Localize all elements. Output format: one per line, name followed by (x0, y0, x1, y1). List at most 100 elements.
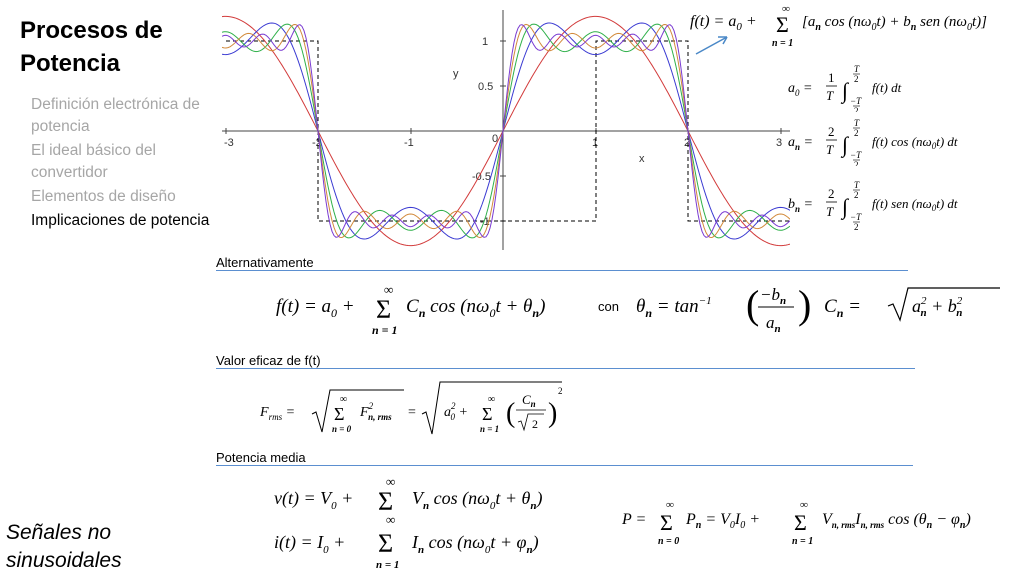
svg-text:∞: ∞ (340, 394, 347, 405)
potencia-media-divider (216, 465, 913, 466)
nav-item-elementos[interactable]: Elementos de diseño (31, 188, 176, 205)
average-power-formula: P = ∞ Σ n = 0 Pn = V0I0 + ∞ Σ n = 1 Vn, … (621, 499, 971, 547)
svg-text:Σ: Σ (376, 295, 391, 324)
svg-text:∫: ∫ (840, 194, 850, 220)
svg-text:f(t) = a0 +: f(t) = a0 + (276, 296, 355, 320)
svg-text:∫: ∫ (840, 132, 850, 158)
title-line-1: Procesos de (20, 17, 163, 44)
svg-text:bn =: bn = (788, 197, 813, 214)
svg-text:Cn: Cn (522, 392, 536, 409)
harmonic-curve-5 (222, 24, 790, 238)
svg-text:n = 1: n = 1 (376, 559, 399, 571)
svg-text:an: an (766, 313, 781, 335)
x-tick-neg2: -2 (312, 137, 322, 149)
svg-text:Frms =: Frms = (259, 405, 295, 422)
svg-text:n = 1: n = 1 (792, 536, 813, 547)
nav-item-implicaciones[interactable]: Implicaciones de potencia (31, 212, 210, 229)
alt-series-formula: f(t) = a0 + ∞ Σ n = 1 Cn cos (nω0t + θn) (276, 282, 545, 337)
svg-text:Pn = V0I0 +: Pn = V0I0 + (685, 511, 760, 531)
svg-text:(: ( (506, 398, 515, 429)
svg-text:f(t) cos (nω0t) dt: f(t) cos (nω0t) dt (872, 134, 958, 151)
fourier-plot: -3 -2 -1 0 1 2 3 1 0.5 -0.5 -1 y x (222, 10, 790, 250)
title-line-2: Potencia (20, 50, 121, 77)
svg-text:T: T (854, 180, 860, 190)
harmonic-curves (222, 15, 790, 247)
square-wave (226, 40, 790, 222)
svg-text:2: 2 (558, 386, 563, 396)
y-tick-0-5: 0.5 (478, 81, 493, 93)
svg-text:f(t) dt: f(t) dt (872, 80, 902, 95)
x-tick-2: 2 (684, 137, 690, 149)
svg-text:Σ: Σ (378, 487, 393, 516)
svg-text:2: 2 (854, 106, 859, 112)
x-tick-1: 1 (592, 137, 598, 149)
alternativamente-divider (216, 270, 908, 271)
y-tick-neg1: -1 (480, 216, 490, 228)
svg-text:θn = tan−1: θn = tan−1 (636, 295, 712, 320)
x-axis-label: x (639, 153, 645, 165)
nav-item-ideal[interactable]: El ideal básico del convertidor (31, 142, 156, 181)
x-tick-3: 3 (776, 137, 782, 149)
svg-text:f(t) sen (nω0t) dt: f(t) sen (nω0t) dt (872, 196, 958, 213)
svg-text:Σ: Σ (794, 510, 807, 535)
slide-footer: Señales no sinusoidales (6, 519, 166, 575)
svg-text:−bn: −bn (760, 285, 786, 307)
potencia-media-label: Potencia media (216, 450, 306, 465)
alternativamente-label: Alternativamente (216, 255, 314, 270)
rms-divider (216, 368, 915, 369)
svg-text:T: T (826, 142, 834, 157)
svg-text:F2n, rms: F2 n, rms (359, 401, 392, 422)
svg-text:∫: ∫ (840, 78, 850, 104)
section-nav: Definición electrónica de potencia El id… (31, 94, 221, 234)
svg-text:i(t) = I0 +: i(t) = I0 + (274, 532, 345, 556)
x-tick-neg1: -1 (404, 137, 414, 149)
footer-line-1: Señales no (6, 521, 112, 544)
svg-text:n = 1: n = 1 (372, 323, 398, 337)
a0-formula: a0 = 1 T ∫ T 2 −T 2 f(t) dt (788, 64, 902, 112)
svg-text:=: = (408, 405, 416, 420)
svg-text:[an cos (nω0t) + bn sen (nω0t): [an cos (nω0t) + bn sen (nω0t)] (802, 14, 987, 33)
svg-text:∞: ∞ (800, 499, 808, 511)
svg-text:−T: −T (850, 96, 862, 106)
svg-text:2: 2 (828, 124, 835, 139)
svg-text:n = 0: n = 0 (658, 536, 679, 547)
svg-text:∞: ∞ (386, 512, 395, 527)
svg-text:P =: P = (621, 511, 646, 528)
rms-formula: Frms = ∞ Σ n = 0 F2 n, rms = a2 0 + ∞ Σ n … (259, 381, 563, 435)
svg-text:T: T (854, 118, 860, 128)
svg-text:v(t) = V0 +: v(t) = V0 + (274, 488, 353, 512)
harmonic-curve-1 (222, 15, 790, 247)
svg-text:a0 =: a0 = (788, 81, 812, 98)
cn-formula: Cn = a2 n + b2 n (824, 287, 1000, 322)
svg-text:2: 2 (828, 186, 835, 201)
svg-text:2: 2 (854, 160, 859, 166)
y-tick-1: 1 (482, 36, 488, 48)
svg-text:): ) (798, 282, 811, 327)
svg-text:T: T (826, 204, 834, 219)
svg-text:f(t) = a0 +: f(t) = a0 + (690, 13, 757, 33)
svg-text:T: T (854, 64, 860, 74)
svg-text:Σ: Σ (776, 12, 789, 37)
svg-text:∞: ∞ (488, 394, 495, 405)
svg-text:a2n + b2n: a2 n + b2 n (912, 295, 963, 319)
svg-text:Σ: Σ (660, 510, 673, 535)
svg-text:Σ: Σ (378, 529, 393, 558)
y-axis-label: y (453, 68, 459, 80)
pointer-arrow (695, 36, 728, 55)
fourier-series-formula: f(t) = a0 + ∞ Σ n = 1 [an cos (nω0t) + b… (690, 3, 987, 49)
bn-formula: bn = 2 T ∫ T 2 −T 2 f(t) sen (nω0t) dt (788, 180, 958, 232)
svg-text:Σ: Σ (334, 404, 344, 424)
svg-text:2: 2 (854, 128, 859, 138)
theta-formula: θn = tan−1 ( −bn an ) (636, 282, 811, 335)
svg-text:∞: ∞ (386, 474, 395, 489)
svg-text:∞: ∞ (782, 3, 790, 15)
svg-text:n = 1: n = 1 (772, 38, 793, 49)
svg-text:n = 0: n = 0 (332, 424, 352, 434)
x-tick-neg3: -3 (224, 137, 234, 149)
svg-text:2: 2 (854, 190, 859, 200)
svg-text:∞: ∞ (666, 499, 674, 511)
x-tick-0: 0 (492, 133, 498, 145)
nav-item-definicion[interactable]: Definición electrónica de potencia (31, 96, 200, 135)
svg-text:∞: ∞ (384, 282, 393, 297)
svg-text:a20 +: a2 0 + (444, 401, 468, 422)
